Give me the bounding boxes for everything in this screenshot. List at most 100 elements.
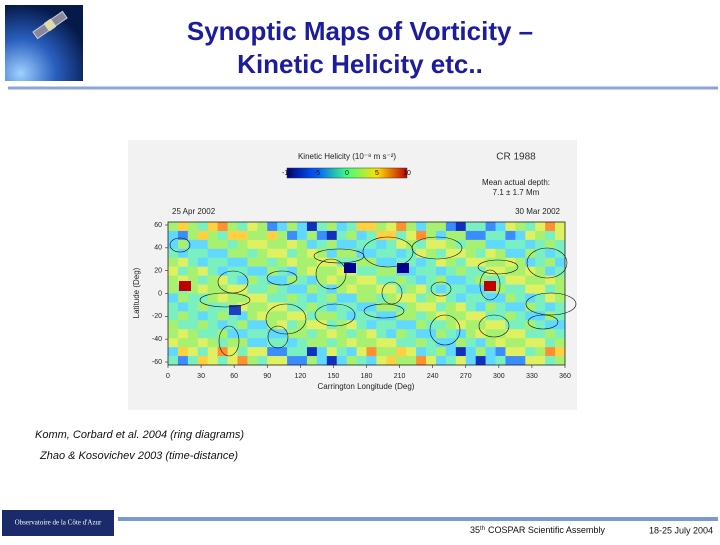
heatmap-cell xyxy=(197,257,208,267)
heatmap-cell xyxy=(396,248,407,259)
contour xyxy=(411,236,463,260)
heatmap-cell xyxy=(396,239,407,250)
heatmap-cell xyxy=(346,275,357,285)
heatmap-cell xyxy=(227,338,238,348)
heatmap-cell xyxy=(386,329,397,339)
heatmap-cell xyxy=(237,293,248,303)
heatmap-cell xyxy=(336,356,347,366)
heatmap-cell xyxy=(207,266,218,276)
heatmap-cell xyxy=(177,338,189,348)
y-tick-label: -40 xyxy=(152,336,162,343)
heatmap-cell xyxy=(416,222,427,232)
heatmap-cell xyxy=(247,347,258,357)
heatmap-cell xyxy=(545,222,556,232)
heatmap-cell xyxy=(326,266,338,276)
heatmap-cell xyxy=(177,320,189,330)
heatmap-cell xyxy=(416,347,427,357)
heatmap-cell xyxy=(168,356,179,366)
heatmap-cell xyxy=(257,222,268,232)
heatmap-cell xyxy=(495,356,506,366)
heatmap-cell xyxy=(475,266,486,276)
heatmap-cell xyxy=(495,329,506,339)
heatmap-cell xyxy=(455,356,467,366)
heatmap-cell xyxy=(505,275,516,285)
heatmap-cell xyxy=(217,230,228,241)
heatmap-cell xyxy=(535,230,546,241)
heatmap-cell xyxy=(197,284,208,294)
heatmap-cell xyxy=(465,338,476,348)
heatmap-cell xyxy=(316,347,328,357)
heatmap-cell xyxy=(426,311,437,321)
heatmap-cell xyxy=(555,275,566,285)
heatmap-cell xyxy=(386,266,397,276)
heatmap-cell xyxy=(316,266,328,276)
heatmap-cell xyxy=(197,222,208,232)
heatmap-cell xyxy=(555,329,566,339)
heatmap-cell xyxy=(237,239,248,250)
heatmap-cell xyxy=(376,311,387,321)
heatmap-cell xyxy=(426,329,437,339)
heatmap-cell xyxy=(505,284,516,294)
event-number: 35 xyxy=(470,525,480,535)
heatmap-cell xyxy=(485,311,496,321)
heatmap-cell xyxy=(207,302,218,312)
depth-label: 7.1 ± 1.7 Mm xyxy=(493,188,540,197)
heatmap-cell xyxy=(376,302,387,312)
heatmap-cell xyxy=(197,311,208,321)
heatmap-cell xyxy=(247,248,258,259)
heatmap-cell xyxy=(435,320,447,330)
heatmap-cell xyxy=(515,347,526,357)
heatmap-cell xyxy=(207,275,218,285)
heatmap-cell xyxy=(475,284,486,294)
heatmap-cell xyxy=(247,222,258,232)
heatmap-cell xyxy=(406,284,417,294)
heatmap-cell xyxy=(227,257,238,267)
heatmap-cell xyxy=(287,248,298,259)
heatmap-cell xyxy=(435,329,447,339)
heatmap-cell xyxy=(267,222,278,232)
heatmap-cell xyxy=(396,222,407,232)
colorbar-title: Kinetic Helicity (10⁻⁸ m s⁻²) xyxy=(298,152,396,161)
heatmap-cell xyxy=(257,302,268,312)
heatmap-cell xyxy=(435,266,447,276)
heatmap-cell xyxy=(356,302,367,312)
heatmap-cell xyxy=(227,356,238,366)
heatmap-cell xyxy=(555,230,566,241)
heatmap-cell xyxy=(227,230,238,241)
heatmap-cell xyxy=(455,284,467,294)
heatmap-cell xyxy=(485,266,496,276)
heatmap-cell xyxy=(535,347,546,357)
heatmap-cell xyxy=(356,266,367,276)
heatmap-cell xyxy=(535,338,546,348)
heatmap-cell xyxy=(505,320,516,330)
contour xyxy=(362,236,414,268)
heatmap-cell xyxy=(306,320,318,330)
heatmap-cell xyxy=(505,347,516,357)
heatmap-cell xyxy=(197,275,208,285)
heatmap-cell xyxy=(356,239,367,250)
heatmap-cell xyxy=(545,293,556,303)
logo-text: Observatoire de la Côte d'Azur xyxy=(15,519,102,527)
heatmap-cell xyxy=(505,293,516,303)
heatmap-cell xyxy=(207,311,218,321)
heatmap-cell xyxy=(465,257,476,267)
heatmap-cell xyxy=(386,338,397,348)
heatmap-cell xyxy=(495,320,506,330)
heatmap-cell xyxy=(505,222,516,232)
heatmap-cell xyxy=(386,230,397,241)
heatmap-cell xyxy=(465,347,476,357)
heatmap-cell xyxy=(465,302,476,312)
heatmap-cell xyxy=(475,356,486,366)
heatmap-cell xyxy=(306,284,318,294)
heatmap-feature xyxy=(179,281,191,291)
heatmap-cell xyxy=(376,293,387,303)
heatmap-cell xyxy=(287,275,298,285)
heatmap-cell xyxy=(515,284,526,294)
heatmap-cell xyxy=(386,311,397,321)
heatmap-cell xyxy=(346,320,357,330)
heatmap-cell xyxy=(326,248,338,259)
heatmap-cell xyxy=(267,356,278,366)
contour xyxy=(477,259,519,275)
heatmap-cell xyxy=(257,293,268,303)
heatmap-cell xyxy=(525,329,536,339)
